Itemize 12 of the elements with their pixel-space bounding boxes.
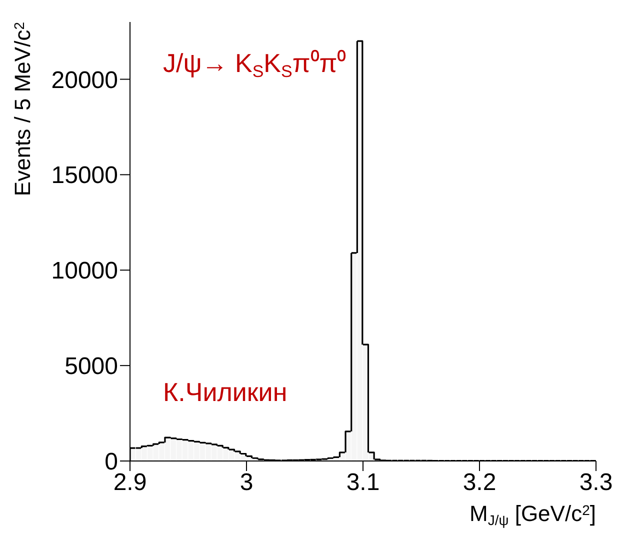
y-tick-label: 20000 [51,66,118,94]
x-axis-title: M$_{J/ψ}$ [GeV/c$^{2}$] [470,501,596,528]
x-tick-label: 3.1 [346,469,380,496]
x-tick-label: 3.2 [462,469,496,496]
annotation: К.Чиликин [163,377,288,407]
x-tick-label: 3 [240,469,254,496]
y-tick-label: 10000 [51,258,118,285]
y-tick-label: 5000 [64,353,118,380]
x-tick-label: 3.3 [579,469,613,496]
y-tick-label: 15000 [51,162,118,190]
annotation: J/ψ→ K$_{S}$K$_{S}$π⁰π⁰ [163,48,346,82]
x-tick-label: 2.9 [113,469,147,496]
